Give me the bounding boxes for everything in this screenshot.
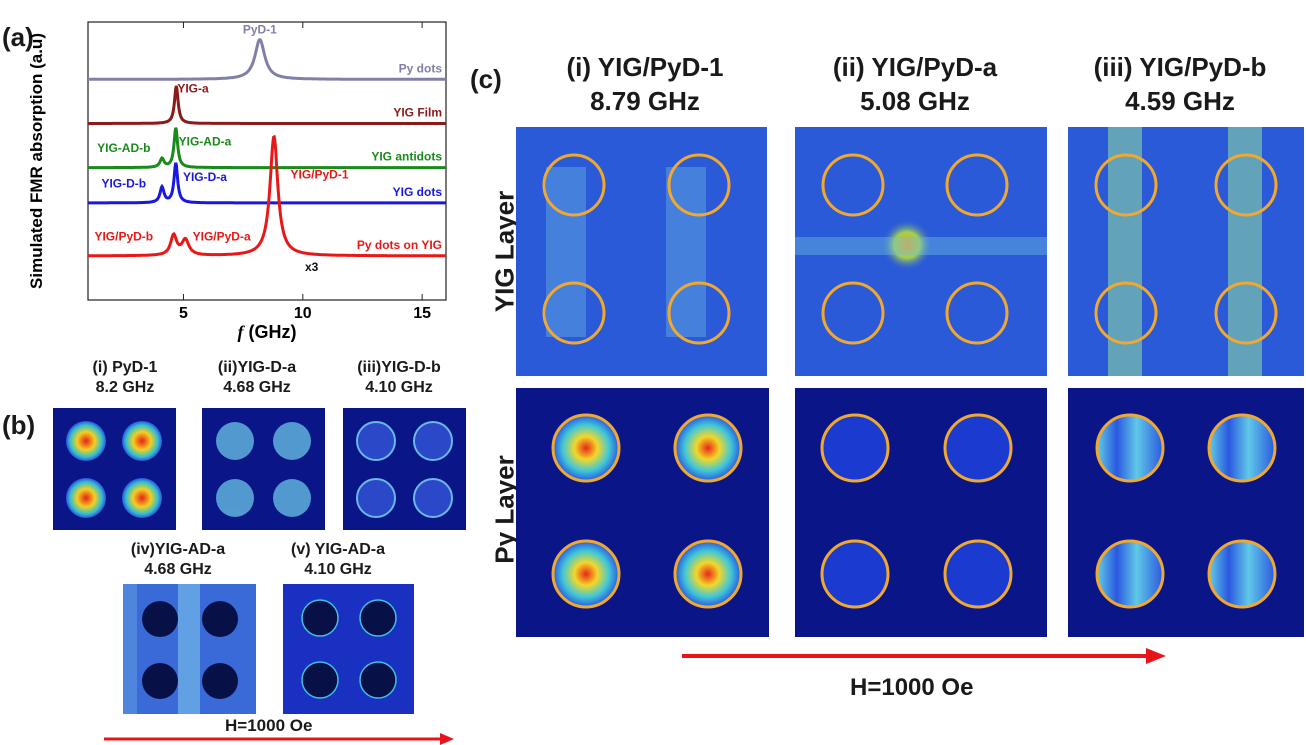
series-line-1 <box>88 85 446 125</box>
map-c-yig-2 <box>795 127 1047 376</box>
peak-label-4-1: YIG/PyD-b <box>94 229 153 243</box>
peak-label-3-1: YIG-D-b <box>101 176 146 190</box>
annotations: Py dots PyD-1 YIG Film YIG-a YIG antidots YIG… <box>94 23 442 252</box>
series-name-3: YIG dots <box>393 185 443 199</box>
axis-ticks: 5 10 15 <box>179 22 431 322</box>
col-c1-title: (i) YIG/PyD-1 8.79 GHz <box>566 52 724 116</box>
x-axis-label-unit: (GHz) <box>244 322 297 342</box>
col-c3-title: (iii) YIG/PyD-b 4.59 GHz <box>1093 52 1267 116</box>
map-yig-ad-a-410 <box>283 584 414 714</box>
map-c-py-1 <box>516 388 769 637</box>
panel-c-label: (c) <box>470 64 502 94</box>
series-line-4 <box>88 134 446 258</box>
map-c-yig-3 <box>1068 127 1304 376</box>
series-name-1: YIG Film <box>393 105 442 119</box>
x-axis-label-symbol: f <box>238 322 246 342</box>
map-b3-title: (iii)YIG-D-b 4.10 GHz <box>357 359 441 396</box>
curves-group <box>88 38 446 258</box>
y-axis-label: Simulated FMR absorption (a.u) <box>27 33 46 289</box>
peak-label-4-0: YIG/PyD-1 <box>290 168 348 182</box>
map-yig-d-b <box>343 408 466 530</box>
peak-label-3-0: YIG-D-a <box>183 170 227 184</box>
map-c-py-3 <box>1068 388 1304 637</box>
series-line-3 <box>88 162 446 205</box>
map-b4-title: (iv)YIG-AD-a 4.68 GHz <box>130 541 226 578</box>
peak-label-1-0: YIG-a <box>177 82 209 96</box>
series-line-2 <box>88 127 446 170</box>
x-axis-label: f (GHz) <box>238 322 297 342</box>
panel-a-label: (a) <box>2 22 34 52</box>
fmr-chart: 5 10 15 Py dots PyD-1 YIG Film YIG-a YIG antid… <box>27 21 447 342</box>
series-line-0 <box>88 38 446 81</box>
panel-c-field-label: H=1000 Oe <box>850 674 974 701</box>
map-c-yig-1 <box>516 127 767 376</box>
map-b1-title: (i) PyD-1 8.2 GHz <box>92 359 158 396</box>
x-tick-label-2: 15 <box>413 305 431 322</box>
map-yig-ad-a-468 <box>123 584 256 714</box>
map-yig-d-a <box>202 408 325 530</box>
x-tick-label-1: 10 <box>294 305 312 322</box>
peak-label-2-0: YIG-AD-a <box>179 135 232 149</box>
multiplier-label: x3 <box>305 260 319 274</box>
x-tick-label-0: 5 <box>179 305 188 322</box>
map-c-py-2 <box>795 388 1047 637</box>
col-c2-title: (ii) YIG/PyD-a 5.08 GHz <box>832 52 998 116</box>
panel-b-field-arrow <box>104 733 454 745</box>
map-pyd-1 <box>53 408 176 530</box>
panel-c-field-arrow <box>682 648 1166 664</box>
peak-label-4-2: YIG/PyD-a <box>193 229 251 243</box>
series-name-4: Py dots on YIG <box>357 238 442 252</box>
peak-label-2-1: YIG-AD-b <box>97 141 150 155</box>
series-name-2: YIG antidots <box>371 150 442 164</box>
map-b2-title: (ii)YIG-D-a 4.68 GHz <box>217 359 297 396</box>
map-b5-title: (v) YIG-AD-a 4.10 GHz <box>291 541 385 578</box>
peak-label-0-0: PyD-1 <box>243 23 277 37</box>
series-name-0: Py dots <box>399 61 443 75</box>
panel-b-label: (b) <box>2 410 36 440</box>
panel-b-field-label: H=1000 Oe <box>225 716 313 735</box>
